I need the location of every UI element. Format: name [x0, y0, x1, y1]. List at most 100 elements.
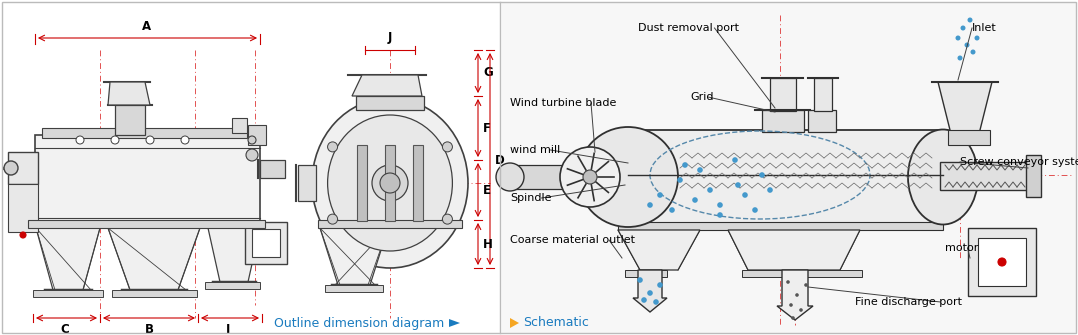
Text: Screw conveyor system: Screw conveyor system: [960, 157, 1078, 167]
Ellipse shape: [328, 115, 453, 251]
Polygon shape: [208, 228, 260, 282]
Bar: [502, 2, 1076, 333]
Circle shape: [669, 207, 675, 213]
Bar: [762, 110, 804, 132]
Circle shape: [20, 232, 26, 238]
Circle shape: [786, 280, 790, 284]
Circle shape: [735, 182, 741, 188]
Circle shape: [759, 172, 764, 178]
Ellipse shape: [908, 130, 978, 224]
Bar: [324, 285, 383, 292]
Polygon shape: [510, 318, 519, 328]
Bar: [8, 184, 38, 232]
Circle shape: [717, 202, 723, 208]
Bar: [742, 270, 862, 277]
Circle shape: [647, 290, 653, 296]
Text: B: B: [144, 323, 153, 335]
Circle shape: [742, 192, 748, 198]
Polygon shape: [353, 75, 421, 96]
Circle shape: [796, 293, 799, 297]
Bar: [356, 96, 424, 110]
Text: Inlet: Inlet: [972, 23, 997, 33]
Bar: [1026, 155, 1041, 197]
FancyArrow shape: [777, 270, 813, 320]
Circle shape: [970, 50, 976, 55]
Bar: [618, 222, 943, 230]
Polygon shape: [108, 82, 150, 105]
Polygon shape: [320, 228, 388, 285]
Polygon shape: [728, 230, 860, 270]
Circle shape: [799, 308, 803, 312]
Bar: [42, 128, 247, 138]
Text: Fine discharge port: Fine discharge port: [855, 297, 962, 307]
Bar: [28, 220, 265, 228]
Circle shape: [111, 136, 119, 144]
Circle shape: [965, 43, 969, 48]
Bar: [298, 165, 316, 201]
Bar: [34, 135, 260, 225]
Circle shape: [692, 197, 697, 203]
Ellipse shape: [559, 147, 620, 207]
Circle shape: [583, 170, 597, 184]
Circle shape: [181, 136, 189, 144]
Circle shape: [791, 316, 794, 320]
Circle shape: [442, 214, 453, 224]
Polygon shape: [36, 228, 100, 290]
Bar: [510, 165, 570, 189]
Bar: [770, 78, 796, 111]
Bar: [232, 118, 247, 133]
Text: motor: motor: [945, 243, 979, 253]
Circle shape: [697, 167, 703, 173]
Text: Dust removal port: Dust removal port: [638, 23, 740, 33]
Text: J: J: [388, 31, 392, 44]
Bar: [940, 162, 1028, 190]
Polygon shape: [618, 230, 700, 270]
Polygon shape: [450, 319, 460, 327]
Text: G: G: [483, 67, 493, 79]
Circle shape: [641, 297, 647, 303]
Text: I: I: [225, 323, 231, 335]
Bar: [115, 105, 146, 135]
Circle shape: [975, 36, 980, 41]
Bar: [260, 160, 285, 178]
Circle shape: [789, 303, 792, 307]
Bar: [808, 110, 837, 132]
Circle shape: [146, 136, 154, 144]
Circle shape: [248, 136, 255, 144]
Circle shape: [752, 207, 758, 213]
Circle shape: [381, 173, 400, 193]
Text: Schematic: Schematic: [523, 317, 589, 330]
Bar: [385, 145, 395, 221]
Polygon shape: [108, 228, 201, 290]
Bar: [33, 290, 103, 297]
Circle shape: [998, 258, 1006, 266]
Circle shape: [328, 142, 337, 152]
Text: D: D: [495, 153, 505, 166]
Circle shape: [4, 161, 18, 175]
Text: F: F: [483, 122, 490, 134]
Circle shape: [682, 162, 688, 168]
Circle shape: [677, 177, 682, 183]
Circle shape: [77, 136, 84, 144]
Circle shape: [804, 283, 807, 287]
Bar: [948, 130, 990, 145]
Bar: [248, 125, 266, 145]
Text: Coarse material outlet: Coarse material outlet: [510, 235, 635, 245]
Circle shape: [653, 299, 659, 305]
Text: Spindle: Spindle: [510, 193, 552, 203]
Bar: [814, 78, 832, 111]
Bar: [978, 238, 1026, 286]
Bar: [112, 290, 197, 297]
Text: Wind turbine blade: Wind turbine blade: [510, 98, 617, 108]
Circle shape: [442, 142, 453, 152]
Text: E: E: [483, 184, 490, 197]
Ellipse shape: [312, 98, 468, 268]
FancyArrow shape: [633, 270, 667, 312]
Circle shape: [957, 56, 963, 61]
Bar: [357, 145, 367, 221]
Bar: [318, 220, 462, 228]
Bar: [628, 130, 943, 225]
Ellipse shape: [578, 127, 678, 227]
Circle shape: [328, 214, 337, 224]
Circle shape: [955, 36, 960, 41]
